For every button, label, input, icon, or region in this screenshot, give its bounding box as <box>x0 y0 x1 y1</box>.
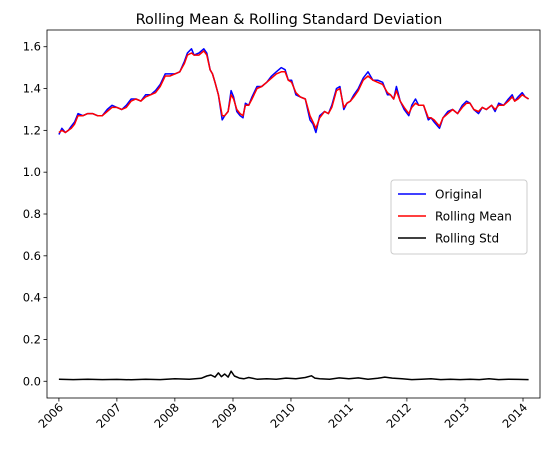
y-tick-label: 0.4 <box>23 291 41 305</box>
x-tick-label: 2009 <box>210 400 241 431</box>
chart-title: Rolling Mean & Rolling Standard Deviatio… <box>136 12 443 28</box>
x-tick-label: 2007 <box>93 400 124 431</box>
x-tick-label: 2013 <box>442 400 473 431</box>
series-rolling-std-line <box>58 370 529 381</box>
x-tick-label: 2012 <box>383 400 414 431</box>
series-lines <box>58 48 529 381</box>
series-original-line <box>58 48 529 135</box>
x-tick-label: 2011 <box>325 400 356 431</box>
plot-frame <box>46 29 541 399</box>
y-tick-label: 1.4 <box>23 82 41 96</box>
x-tick-label: 2010 <box>267 400 298 431</box>
y-tick-label: 0.2 <box>23 332 41 346</box>
legend-label-rolling-mean: Rolling Mean <box>435 210 512 224</box>
legend-label-rolling-std: Rolling Std <box>435 232 499 246</box>
y-tick-label: 0.8 <box>23 207 41 221</box>
legend-box <box>390 179 528 255</box>
y-tick-label: 0.0 <box>23 374 41 388</box>
y-tick-label: 1.6 <box>23 40 41 54</box>
y-tick-label: 1.0 <box>23 165 41 179</box>
legend: Original Rolling Mean Rolling Std <box>390 179 528 255</box>
legend-label-original: Original <box>435 188 482 202</box>
series-rolling-mean-line <box>58 50 529 134</box>
y-tick-label: 0.6 <box>23 249 41 263</box>
y-tick-label: 1.2 <box>23 123 41 137</box>
x-tick-label: 2014 <box>500 400 531 431</box>
x-tick-label: 2008 <box>151 400 182 431</box>
x-tick-label: 2006 <box>35 400 66 431</box>
